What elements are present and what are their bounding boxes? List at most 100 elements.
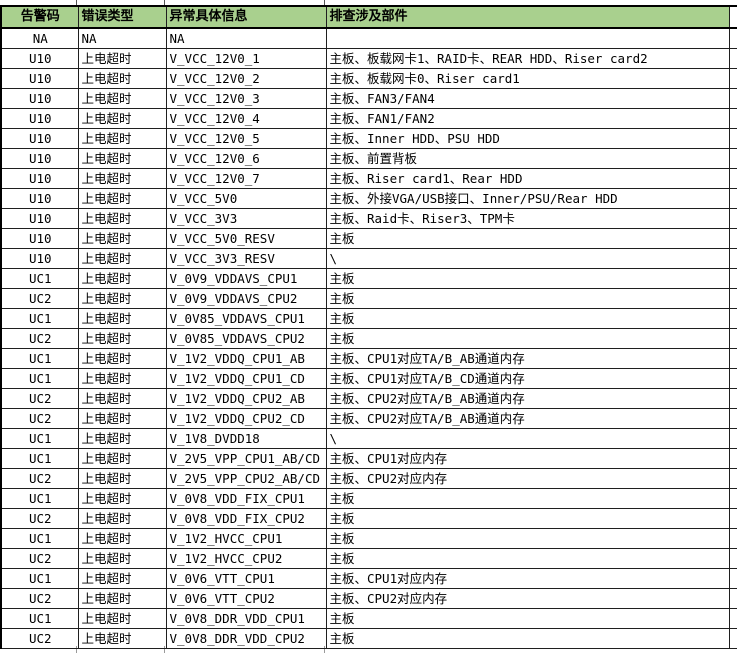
cell[interactable]: 上电超时 bbox=[77, 268, 167, 289]
column-header[interactable]: 排查涉及部件 bbox=[325, 5, 730, 29]
cell[interactable]: 主板 bbox=[325, 228, 730, 249]
cell[interactable]: UC1 bbox=[0, 368, 79, 389]
cell[interactable]: UC2 bbox=[0, 328, 79, 349]
cell[interactable]: V_2V5_VPP_CPU2_AB/CD bbox=[165, 468, 327, 489]
column-header[interactable]: 异常具体信息 bbox=[165, 5, 327, 29]
cell[interactable]: V_0V8_VDD_FIX_CPU2 bbox=[165, 508, 327, 529]
cell[interactable]: U10 bbox=[0, 228, 79, 249]
cell[interactable]: V_2V5_VPP_CPU1_AB/CD bbox=[165, 448, 327, 469]
cell[interactable]: V_1V2_VDDQ_CPU2_CD bbox=[165, 408, 327, 429]
cell[interactable]: U10 bbox=[0, 108, 79, 129]
cell[interactable]: 上电超时 bbox=[77, 488, 167, 509]
cell[interactable]: V_VCC_5V0 bbox=[165, 188, 327, 209]
cell[interactable]: V_0V9_VDDAVS_CPU1 bbox=[165, 268, 327, 289]
cell[interactable]: UC1 bbox=[0, 428, 79, 449]
cell[interactable]: V_1V2_VDDQ_CPU2_AB bbox=[165, 388, 327, 409]
cell[interactable]: 主板、FAN1/FAN2 bbox=[325, 108, 730, 129]
cell[interactable]: V_1V2_VDDQ_CPU1_AB bbox=[165, 348, 327, 369]
cell[interactable]: 上电超时 bbox=[77, 328, 167, 349]
cell[interactable]: 主板、CPU2对应TA/B_AB通道内存 bbox=[325, 388, 730, 409]
cell[interactable]: 上电超时 bbox=[77, 248, 167, 269]
cell[interactable]: 上电超时 bbox=[77, 408, 167, 429]
cell[interactable]: UC2 bbox=[0, 408, 79, 429]
cell[interactable]: 主板、CPU1对应TA/B_CD通道内存 bbox=[325, 368, 730, 389]
cell[interactable]: V_VCC_12V0_5 bbox=[165, 128, 327, 149]
cell[interactable]: 主板、Riser card1、Rear HDD bbox=[325, 168, 730, 189]
cell[interactable]: V_VCC_12V0_3 bbox=[165, 88, 327, 109]
cell[interactable]: UC1 bbox=[0, 308, 79, 329]
cell[interactable]: 上电超时 bbox=[77, 368, 167, 389]
cell[interactable]: 上电超时 bbox=[77, 308, 167, 329]
cell[interactable]: 主板、CPU2对应内存 bbox=[325, 588, 730, 609]
cell[interactable]: 主板 bbox=[325, 508, 730, 529]
cell[interactable]: 上电超时 bbox=[77, 428, 167, 449]
cell[interactable]: UC2 bbox=[0, 508, 79, 529]
cell[interactable]: V_1V8_DVDD18 bbox=[165, 428, 327, 449]
cell[interactable]: 上电超时 bbox=[77, 628, 167, 649]
cell[interactable]: V_0V85_VDDAVS_CPU1 bbox=[165, 308, 327, 329]
cell[interactable]: U10 bbox=[0, 128, 79, 149]
cell[interactable]: 主板、CPU2对应TA/B_AB通道内存 bbox=[325, 408, 730, 429]
cell[interactable]: V_0V9_VDDAVS_CPU2 bbox=[165, 288, 327, 309]
cell[interactable]: 主板 bbox=[325, 328, 730, 349]
cell[interactable]: UC2 bbox=[0, 548, 79, 569]
cell[interactable]: V_VCC_12V0_6 bbox=[165, 148, 327, 169]
cell[interactable]: 主板 bbox=[325, 308, 730, 329]
cell[interactable]: 上电超时 bbox=[77, 288, 167, 309]
cell[interactable]: NA bbox=[0, 27, 79, 49]
cell[interactable] bbox=[325, 27, 730, 49]
cell[interactable]: 主板、前置背板 bbox=[325, 148, 730, 169]
cell[interactable]: UC2 bbox=[0, 588, 79, 609]
cell[interactable]: V_1V2_VDDQ_CPU1_CD bbox=[165, 368, 327, 389]
cell[interactable]: 上电超时 bbox=[77, 188, 167, 209]
cell[interactable]: UC1 bbox=[0, 348, 79, 369]
cell[interactable]: V_VCC_12V0_7 bbox=[165, 168, 327, 189]
cell[interactable]: V_0V85_VDDAVS_CPU2 bbox=[165, 328, 327, 349]
cell[interactable]: NA bbox=[165, 27, 327, 49]
cell[interactable]: 主板、FAN3/FAN4 bbox=[325, 88, 730, 109]
cell[interactable]: 主板 bbox=[325, 528, 730, 549]
cell[interactable]: UC1 bbox=[0, 528, 79, 549]
cell[interactable]: 主板 bbox=[325, 628, 730, 649]
cell[interactable]: U10 bbox=[0, 188, 79, 209]
cell[interactable]: 上电超时 bbox=[77, 528, 167, 549]
cell[interactable]: UC2 bbox=[0, 288, 79, 309]
column-header[interactable]: 告警码 bbox=[0, 5, 79, 29]
cell[interactable]: UC2 bbox=[0, 388, 79, 409]
cell[interactable]: 上电超时 bbox=[77, 588, 167, 609]
cell[interactable]: UC1 bbox=[0, 268, 79, 289]
cell[interactable]: 上电超时 bbox=[77, 88, 167, 109]
cell[interactable]: UC1 bbox=[0, 448, 79, 469]
cell[interactable]: 主板 bbox=[325, 488, 730, 509]
cell[interactable]: 主板、CPU1对应内存 bbox=[325, 568, 730, 589]
cell[interactable]: 主板、Raid卡、Riser3、TPM卡 bbox=[325, 208, 730, 229]
cell[interactable]: NA bbox=[77, 27, 167, 49]
cell[interactable]: U10 bbox=[0, 48, 79, 69]
cell[interactable]: 上电超时 bbox=[77, 468, 167, 489]
cell[interactable]: UC1 bbox=[0, 488, 79, 509]
cell[interactable]: V_0V8_DDR_VDD_CPU1 bbox=[165, 608, 327, 629]
cell[interactable]: U10 bbox=[0, 148, 79, 169]
cell[interactable]: V_VCC_12V0_1 bbox=[165, 48, 327, 69]
cell[interactable]: 上电超时 bbox=[77, 548, 167, 569]
cell[interactable]: U10 bbox=[0, 208, 79, 229]
cell[interactable]: V_1V2_HVCC_CPU2 bbox=[165, 548, 327, 569]
cell[interactable]: U10 bbox=[0, 248, 79, 269]
cell[interactable]: U10 bbox=[0, 68, 79, 89]
cell[interactable]: UC1 bbox=[0, 568, 79, 589]
column-header[interactable]: 错误类型 bbox=[77, 5, 167, 29]
cell[interactable]: V_0V8_DDR_VDD_CPU2 bbox=[165, 628, 327, 649]
cell[interactable]: 上电超时 bbox=[77, 168, 167, 189]
cell[interactable]: UC2 bbox=[0, 468, 79, 489]
cell[interactable]: \ bbox=[325, 248, 730, 269]
cell[interactable]: 上电超时 bbox=[77, 388, 167, 409]
cell[interactable]: 主板、CPU2对应内存 bbox=[325, 468, 730, 489]
cell[interactable]: 主板、CPU1对应TA/B_AB通道内存 bbox=[325, 348, 730, 369]
cell[interactable]: 主板、外接VGA/USB接口、Inner/PSU/Rear HDD bbox=[325, 188, 730, 209]
cell[interactable]: 上电超时 bbox=[77, 608, 167, 629]
cell[interactable]: V_0V6_VTT_CPU1 bbox=[165, 568, 327, 589]
cell[interactable]: UC1 bbox=[0, 608, 79, 629]
cell[interactable]: U10 bbox=[0, 168, 79, 189]
cell[interactable]: V_VCC_12V0_2 bbox=[165, 68, 327, 89]
cell[interactable]: 上电超时 bbox=[77, 148, 167, 169]
